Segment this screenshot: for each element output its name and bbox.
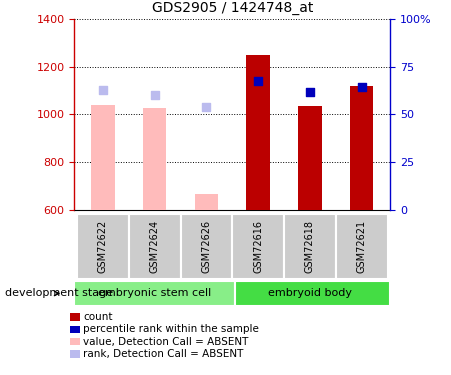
Bar (91, 105, 115, 210)
Bar (74, 281, 235, 306)
Text: development stage: development stage (5, 288, 113, 298)
Point (358, 84, 365, 90)
Bar (336, 214, 387, 279)
Bar (247, 55, 270, 210)
Point (254, 78, 262, 84)
Text: count: count (83, 312, 113, 322)
Point (99, 87, 106, 93)
Bar (232, 214, 284, 279)
Bar (70, 350, 80, 358)
Bar (298, 106, 322, 210)
Point (306, 88, 313, 94)
Text: GSM72621: GSM72621 (357, 220, 367, 273)
Text: GSM72616: GSM72616 (253, 220, 263, 273)
Bar (350, 86, 373, 210)
Title: GDS2905 / 1424748_at: GDS2905 / 1424748_at (152, 1, 313, 15)
Bar (195, 195, 218, 210)
Bar (70, 313, 80, 321)
Text: rank, Detection Call = ABSENT: rank, Detection Call = ABSENT (83, 349, 244, 359)
Bar (143, 108, 166, 210)
Bar (180, 214, 232, 279)
Text: percentile rank within the sample: percentile rank within the sample (83, 324, 259, 334)
Bar (235, 281, 390, 306)
Bar (129, 214, 180, 279)
Text: GSM72622: GSM72622 (98, 220, 108, 273)
Point (203, 104, 210, 110)
Text: embryoid body: embryoid body (268, 288, 352, 298)
Text: GSM72618: GSM72618 (305, 220, 315, 273)
Bar (77, 214, 129, 279)
Text: value, Detection Call = ABSENT: value, Detection Call = ABSENT (83, 337, 249, 346)
Bar (284, 214, 336, 279)
Text: embryonic stem cell: embryonic stem cell (98, 288, 211, 298)
Point (151, 92, 158, 98)
Bar (70, 338, 80, 345)
Text: GSM72624: GSM72624 (150, 220, 160, 273)
Text: GSM72626: GSM72626 (202, 220, 212, 273)
Bar (70, 326, 80, 333)
